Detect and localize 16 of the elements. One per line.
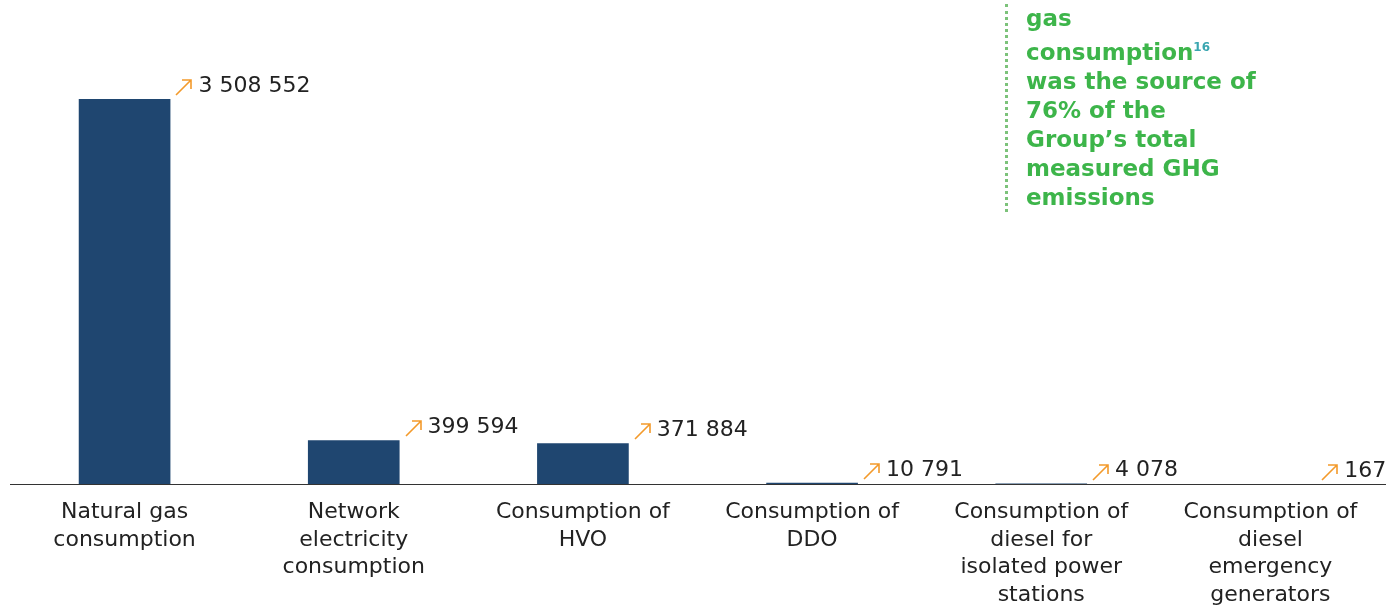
bar <box>78 98 171 484</box>
data-label: 3 508 552 <box>198 71 311 97</box>
x-tick-label: Consumption of diesel emergency generators <box>1183 498 1359 606</box>
data-label: 4 078 <box>1115 456 1179 482</box>
x-tick-label: Consumption of DDO <box>725 498 901 551</box>
x-tick-label: Network electricity consumption <box>282 498 425 579</box>
annotation: gas consumption$^{16}$ was the source of 76% of the Group’s total measured GHG emissions <box>1026 4 1256 212</box>
bar <box>537 443 629 484</box>
x-tick-label: Consumption of HVO <box>495 498 672 551</box>
x-tick-label: Natural gas consumption <box>53 498 196 551</box>
data-label: 10 791 <box>885 455 963 481</box>
bar <box>307 440 400 484</box>
data-label: 399 594 <box>427 412 519 438</box>
data-label: 167 <box>1344 456 1387 482</box>
x-tick-label: Consumption of diesel for isolated power stations <box>954 498 1130 606</box>
data-label: 371 884 <box>656 415 748 441</box>
